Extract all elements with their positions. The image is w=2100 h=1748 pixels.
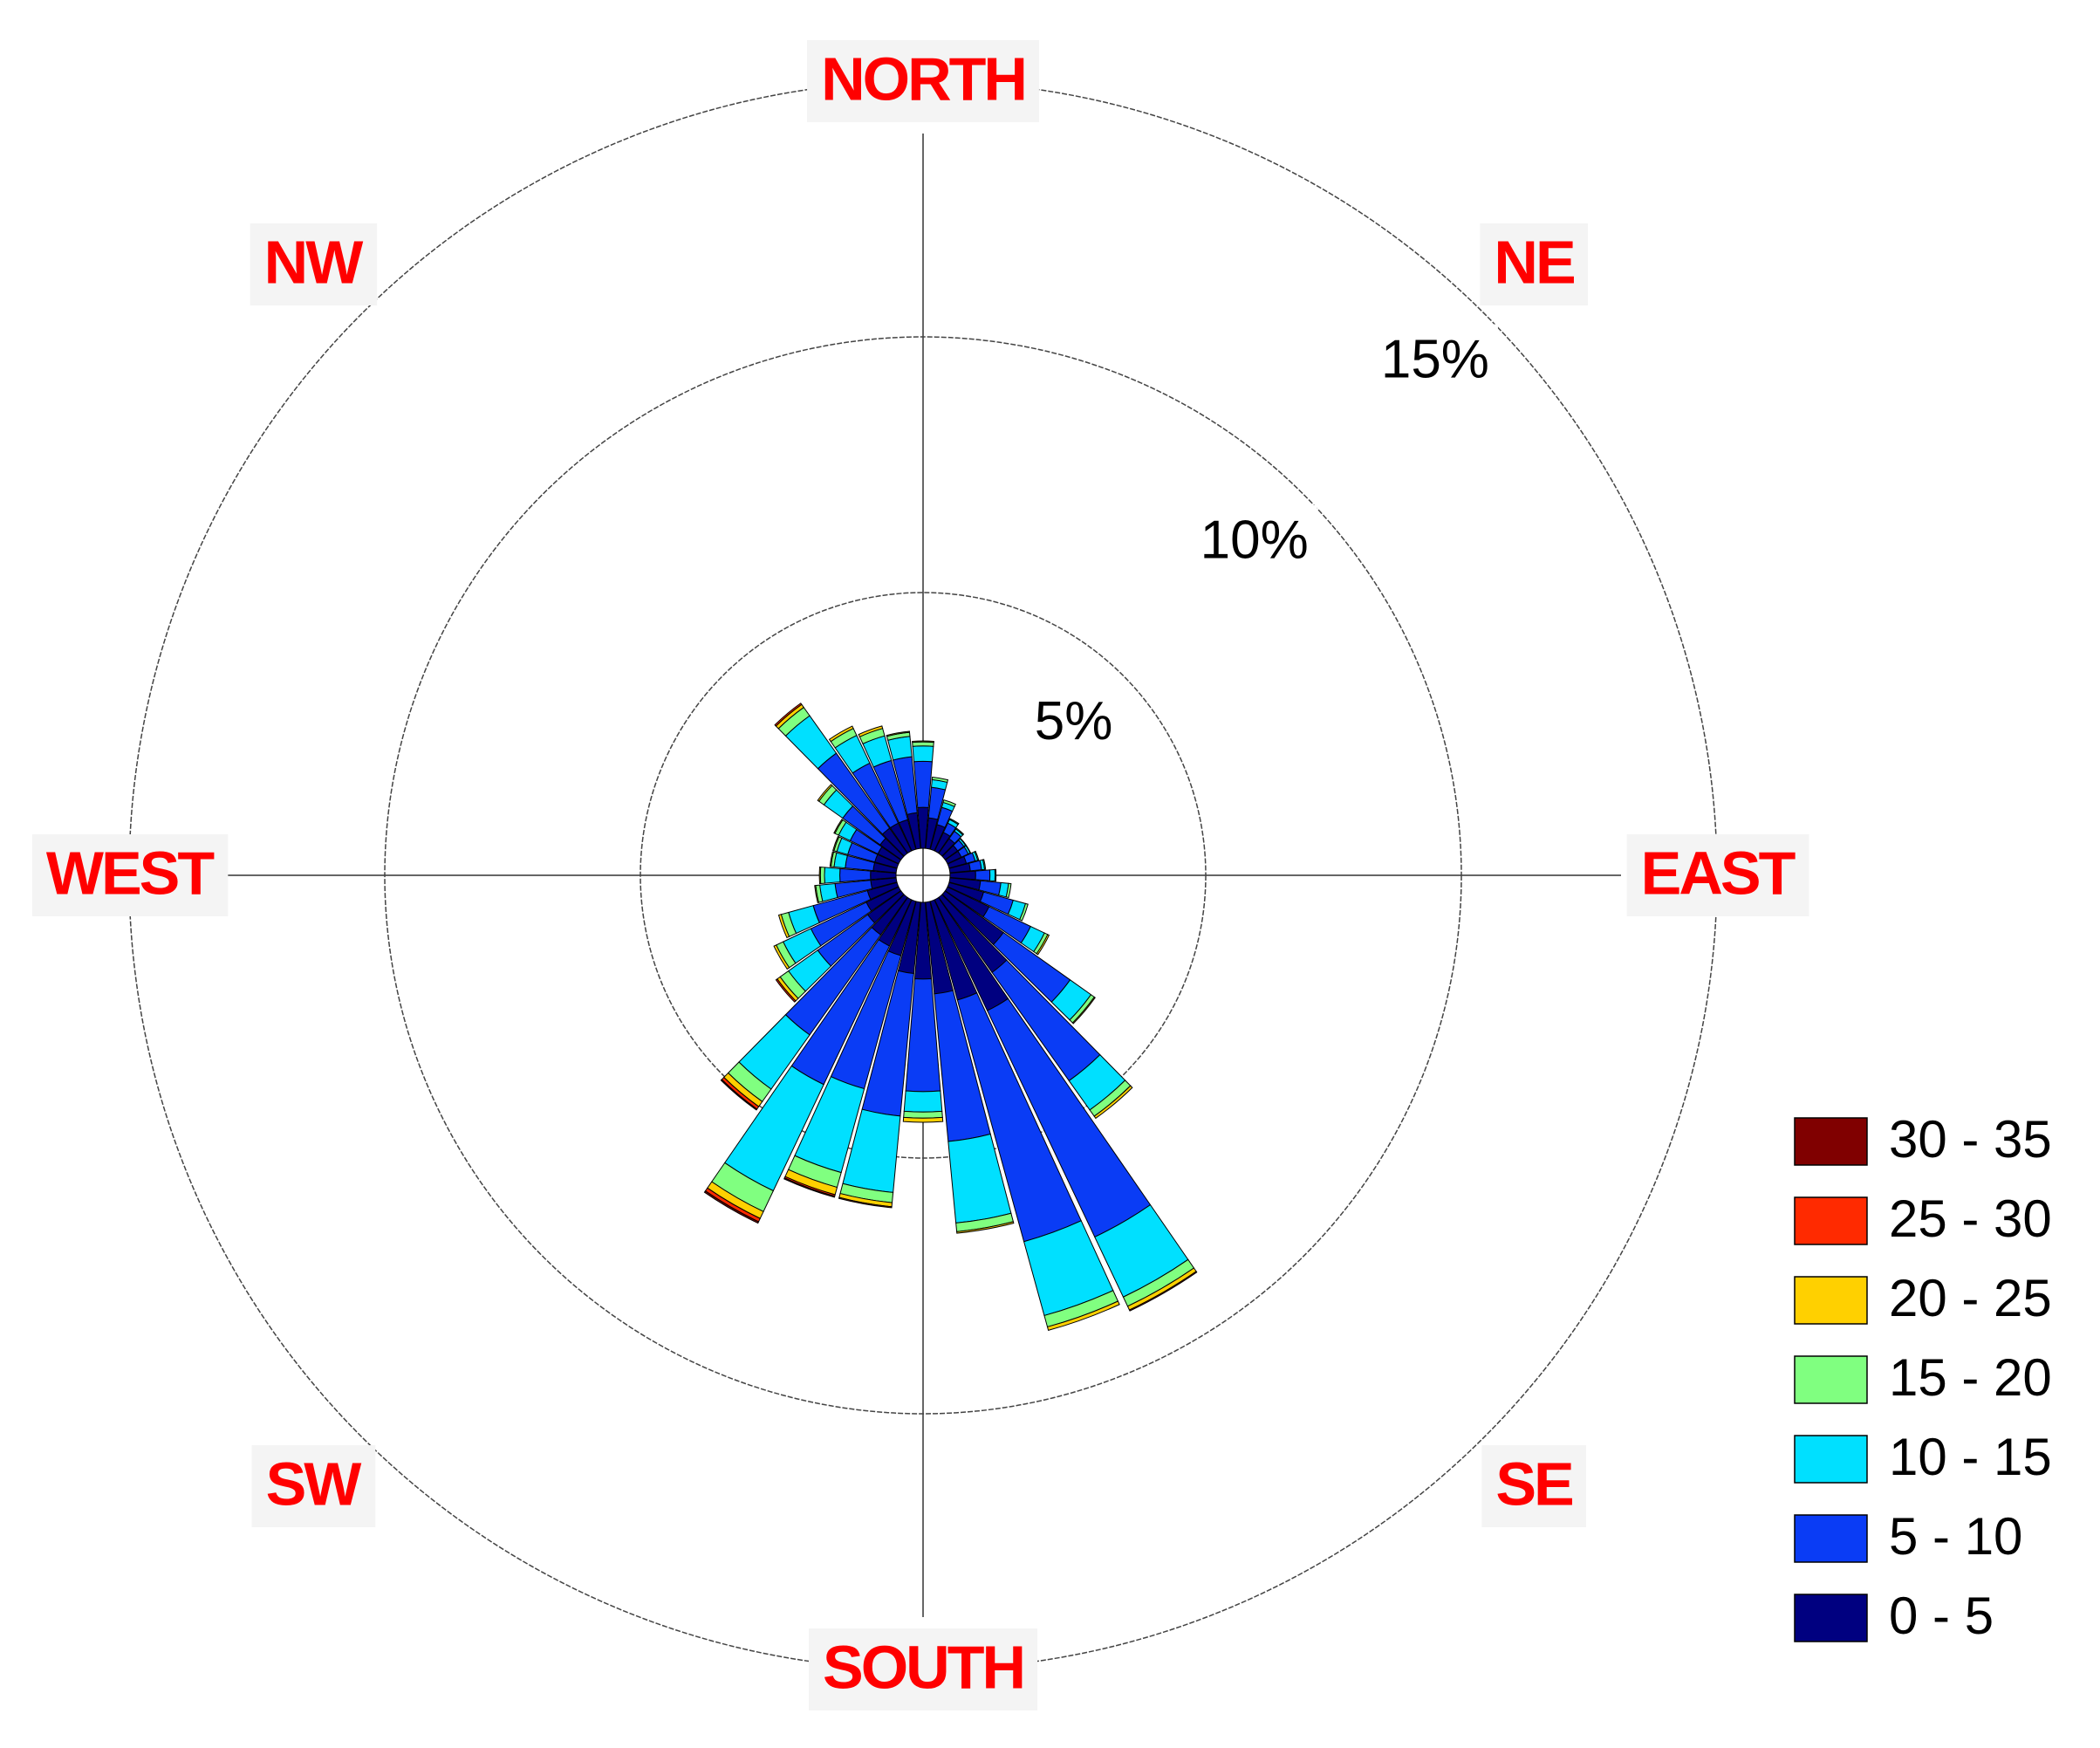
wind-segment	[1019, 902, 1029, 922]
wind-segment	[982, 859, 987, 870]
wind-segment	[903, 1090, 943, 1113]
compass-text: SOUTH	[823, 1633, 1023, 1701]
wind-segment	[912, 741, 934, 747]
wind-segment	[773, 944, 790, 970]
compass-label-bg	[1626, 834, 1809, 916]
wind-segment	[1128, 1271, 1198, 1312]
compass-text: SE	[1495, 1450, 1572, 1518]
wind-segment	[839, 867, 872, 883]
compass-label: NORTH	[807, 40, 1039, 122]
wind-segment	[948, 818, 960, 826]
compass-label-bg	[807, 40, 1039, 122]
wind-segment	[838, 1196, 893, 1209]
wind-segment	[1036, 934, 1050, 956]
r-tick-label: 15%	[1381, 329, 1489, 389]
wind-segment	[1005, 882, 1012, 899]
wind-segment	[814, 885, 820, 904]
legend-swatch	[1794, 1594, 1868, 1642]
wind-segment	[824, 867, 841, 884]
compass-label: NE	[1480, 223, 1588, 305]
compass-label-bg	[809, 1628, 1037, 1710]
wind-segment	[974, 850, 980, 861]
r-tick-label: 5%	[1035, 691, 1113, 751]
wind-segment	[774, 703, 803, 727]
wind-segment	[931, 776, 949, 784]
wind-segment	[1093, 1085, 1133, 1120]
wind-segment	[777, 914, 790, 939]
wind-segment	[959, 837, 967, 847]
legend-swatch	[1794, 1276, 1868, 1325]
compass-label: SE	[1481, 1445, 1587, 1528]
wind-segment	[1071, 996, 1096, 1025]
wind-segment	[912, 745, 934, 763]
wind-segment	[903, 1110, 943, 1119]
compass-text: WEST	[46, 839, 214, 907]
wind-segment	[775, 978, 797, 1003]
grid-ring	[384, 336, 1462, 1415]
legend-label: 20 - 25	[1889, 1269, 2052, 1327]
legend-label: 0 - 5	[1889, 1587, 1994, 1645]
wind-segment	[817, 784, 833, 802]
wind-segment	[988, 868, 996, 882]
wind-segment	[975, 869, 991, 881]
legend-swatch	[1794, 1514, 1868, 1563]
legend-swatch	[1794, 1117, 1868, 1166]
wind-segment	[954, 827, 965, 836]
compass-label: SW	[251, 1445, 376, 1528]
wind-segment	[828, 725, 854, 743]
wind-segment	[858, 725, 884, 737]
compass-text: NORTH	[821, 45, 1025, 113]
wind-segment	[942, 799, 956, 807]
compass-text: EAST	[1641, 839, 1796, 907]
legend-swatch	[1794, 1196, 1868, 1245]
compass-label: SOUTH	[809, 1628, 1037, 1710]
wind-segment	[819, 867, 825, 884]
wind-segment	[887, 736, 913, 761]
legend-label: 30 - 35	[1889, 1110, 2052, 1169]
compass-text: NE	[1494, 228, 1574, 296]
compass-label-bg	[1480, 223, 1588, 305]
legend-label: 10 - 15	[1889, 1428, 2052, 1486]
wind-segment	[902, 1116, 944, 1123]
wind-segment	[818, 866, 822, 885]
compass-label-bg	[1481, 1445, 1587, 1528]
wind-segment	[833, 819, 844, 834]
compass-label: WEST	[31, 834, 229, 916]
compass-label: EAST	[1626, 834, 1809, 916]
grid-ring	[640, 592, 1207, 1159]
legend-label: 5 - 10	[1889, 1507, 2022, 1566]
wind-segment	[703, 1190, 760, 1224]
legend-swatch	[1794, 1355, 1868, 1404]
compass-label-bg	[251, 1445, 376, 1528]
wind-segment	[783, 1177, 836, 1198]
wind-segment	[832, 835, 840, 852]
r-tick-label-bg	[1191, 504, 1317, 576]
compass-text: SW	[266, 1450, 362, 1518]
wind-segment	[886, 730, 911, 737]
wind-segment	[965, 845, 972, 854]
r-tick-label: 10%	[1200, 511, 1309, 571]
compass-label-bg	[250, 223, 378, 305]
wind-segment	[829, 851, 835, 867]
legend-label: 25 - 30	[1889, 1189, 2052, 1248]
legend-label: 15 - 20	[1889, 1348, 2052, 1407]
wind-segment	[956, 1221, 1015, 1234]
wind-segment	[913, 760, 934, 808]
wind-segment	[720, 1079, 758, 1111]
legend-swatch	[1794, 1435, 1868, 1484]
compass-label: NW	[250, 223, 378, 305]
compass-text: NW	[264, 228, 364, 296]
r-tick-label-bg	[1025, 685, 1122, 757]
r-tick-label-bg	[1371, 324, 1498, 395]
compass-label-bg	[31, 834, 229, 916]
wind-segment	[912, 740, 934, 744]
wind-segment	[1046, 1300, 1120, 1332]
